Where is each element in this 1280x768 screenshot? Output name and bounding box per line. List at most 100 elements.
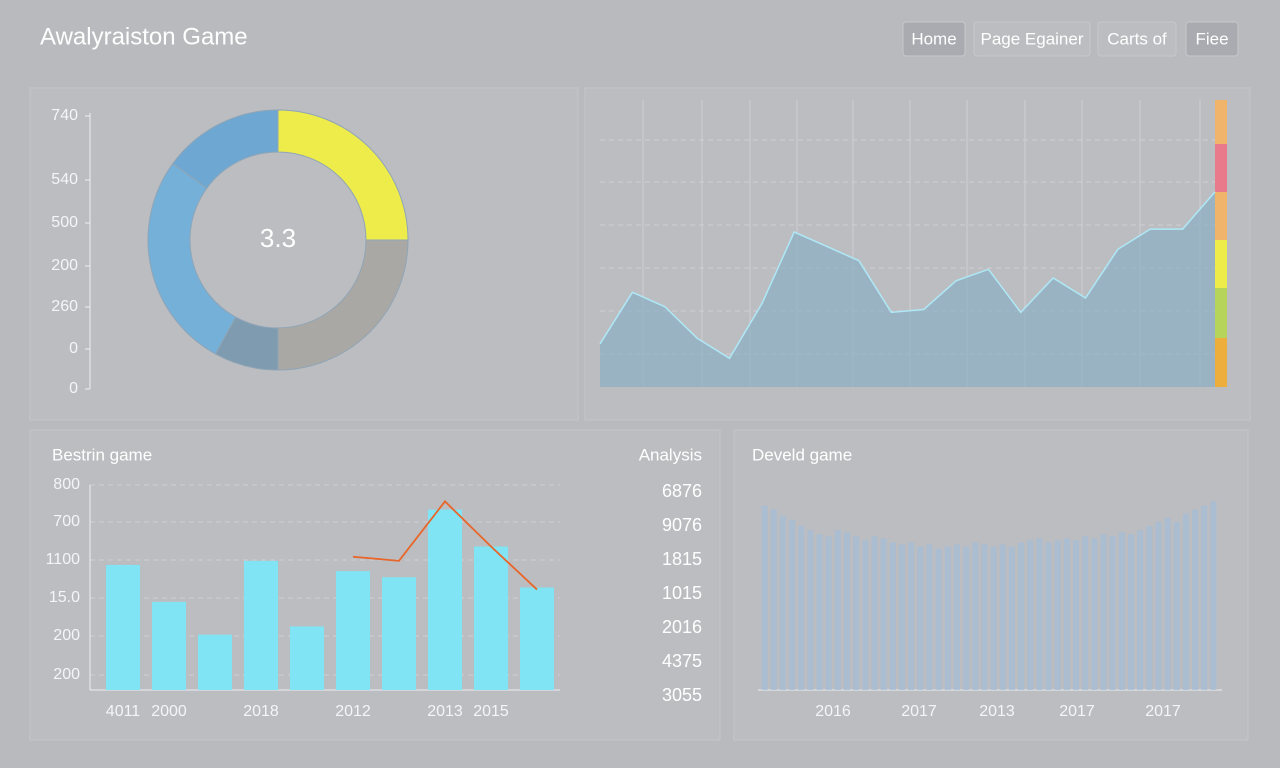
nav-label[interactable]: Carts of: [1107, 29, 1167, 48]
area-line: [599, 191, 1216, 360]
bar: [1045, 542, 1052, 690]
list-item: 6876: [662, 481, 702, 501]
bar: [1127, 534, 1135, 690]
list-item: 4375: [662, 651, 702, 671]
list-item: 3055: [662, 685, 702, 705]
bar: [1201, 505, 1208, 690]
bar: [1072, 540, 1080, 690]
bar: [1173, 521, 1180, 690]
bar: [1146, 526, 1153, 690]
bar: [834, 530, 841, 690]
x-tick-label: 2016: [815, 703, 851, 720]
x-tick-label: 2017: [901, 703, 937, 720]
bar: [1091, 538, 1098, 690]
bar: [1100, 534, 1107, 690]
bar: [1192, 509, 1199, 690]
bar: [889, 542, 896, 690]
bar: [381, 577, 417, 690]
bar: [1164, 517, 1171, 690]
bar: [843, 532, 851, 690]
bar: [898, 544, 906, 690]
axis-label: 740: [51, 107, 78, 124]
nav-button[interactable]: [973, 21, 1091, 57]
bar: [944, 546, 951, 690]
bar: [990, 546, 997, 690]
bar: [798, 526, 805, 690]
list-item: 9076: [662, 515, 702, 535]
bar: [1036, 538, 1043, 690]
panel: [29, 429, 721, 741]
bar: [335, 571, 371, 690]
bar: [779, 515, 786, 690]
bar: [1017, 542, 1025, 690]
bar: [1082, 536, 1089, 690]
x-tick-label: 2015: [473, 703, 509, 720]
bar: [197, 634, 233, 690]
bar: [807, 530, 814, 690]
y-tick-label: 1100: [46, 551, 81, 568]
axis-label: 0: [69, 340, 78, 357]
axis-label: 260: [51, 298, 78, 315]
bar: [788, 519, 796, 690]
y-tick-label: 200: [53, 627, 80, 644]
bar: [908, 542, 915, 690]
bar: [862, 540, 869, 690]
bar: [151, 601, 187, 690]
y-tick-label: 15.0: [49, 589, 80, 606]
bar: [519, 587, 555, 690]
color-strip: [1215, 100, 1227, 387]
bar: [1027, 540, 1034, 690]
bar: [761, 505, 768, 690]
bar: [1210, 501, 1217, 690]
bar: [1118, 532, 1125, 690]
bar: [1054, 540, 1061, 690]
nav-label[interactable]: Home: [911, 29, 956, 48]
list-item: 1015: [662, 583, 702, 603]
bar: [473, 546, 509, 690]
bar: [816, 534, 823, 690]
axis-label: 540: [51, 171, 78, 188]
y-tick-label: 700: [53, 513, 80, 530]
x-tick-label: 2013: [427, 703, 463, 720]
bar: [1109, 536, 1116, 690]
bar: [917, 546, 924, 690]
app-title: Awalyraiston Game: [40, 23, 248, 50]
bar: [243, 560, 279, 690]
axis-label: 0: [69, 380, 78, 397]
list-item: 1815: [662, 549, 702, 569]
bar: [853, 536, 860, 690]
nav-label[interactable]: Fiee: [1195, 29, 1228, 48]
bar: [105, 564, 141, 690]
x-tick-label: 2000: [151, 703, 187, 720]
bar: [1182, 513, 1190, 690]
x-tick-label: 2017: [1145, 703, 1181, 720]
y-tick-label: 800: [53, 476, 80, 493]
bar: [880, 538, 887, 690]
x-tick-label: 4011: [106, 703, 141, 720]
bar: [963, 546, 970, 690]
axis-label: 200: [51, 257, 78, 274]
nav-button[interactable]: [1185, 21, 1239, 57]
bar: [999, 544, 1006, 690]
panel-title: Develd game: [752, 445, 852, 464]
bar: [1008, 546, 1015, 690]
line: [352, 500, 538, 591]
bar: [1137, 530, 1144, 690]
bar: [935, 548, 942, 690]
x-tick-label: 2013: [979, 703, 1015, 720]
bar: [926, 544, 933, 690]
x-tick-label: 2017: [1059, 703, 1095, 720]
bar: [953, 544, 961, 690]
nav-button[interactable]: [902, 21, 966, 57]
area: [600, 191, 1215, 387]
panel-title: Analysis: [639, 445, 702, 464]
bar: [825, 536, 832, 690]
panel-title: Bestrin game: [52, 445, 152, 464]
nav-label[interactable]: Page Egainer: [980, 29, 1083, 48]
bar: [1155, 521, 1162, 690]
bar: [871, 536, 878, 690]
donut-segment: [172, 109, 279, 189]
nav-button[interactable]: [1097, 21, 1177, 57]
